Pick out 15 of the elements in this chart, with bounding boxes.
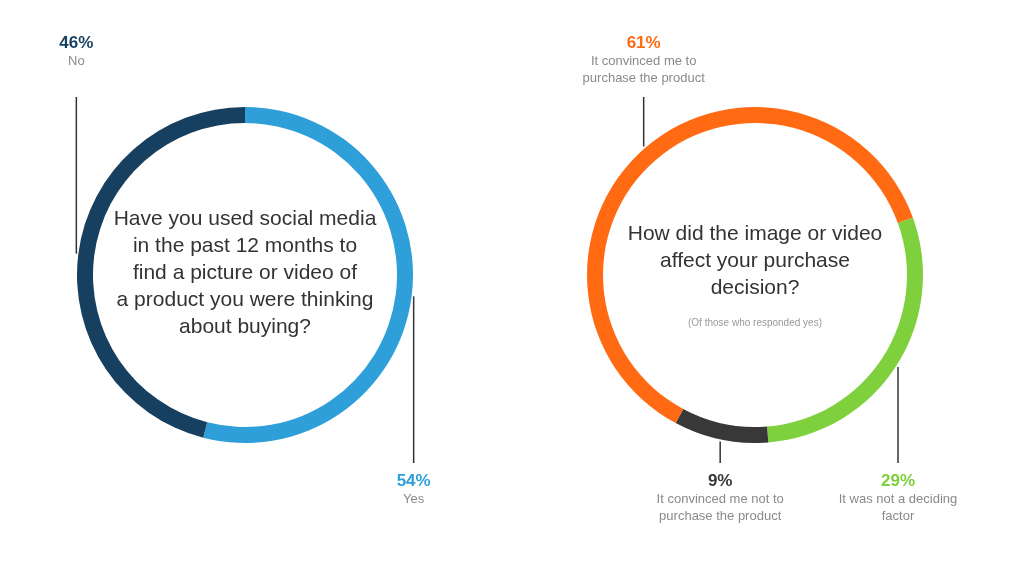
donut-slice xyxy=(675,408,769,443)
data-label: 61% xyxy=(626,33,661,52)
data-label: 29% xyxy=(881,471,916,490)
text: (Of those who responded yes) xyxy=(688,316,822,328)
text: Have you used social media in the past 12 months to find a picture or video of a product you were thinking about buying? xyxy=(113,205,377,337)
slice-label: Yes xyxy=(403,491,425,506)
data-label: 46% xyxy=(59,33,94,52)
data-label: 54% xyxy=(396,471,431,490)
data-label: 9% xyxy=(707,471,733,490)
text: How did the image or video affect your purchase decision? xyxy=(627,220,883,298)
slice-label: No xyxy=(68,53,85,68)
slice-label: It was not a deciding factor xyxy=(838,491,958,523)
donut-slice xyxy=(587,107,913,424)
slice-label: It convinced me not to purchase the product xyxy=(656,491,784,523)
slice-label: It convinced me to purchase the product xyxy=(582,53,706,85)
